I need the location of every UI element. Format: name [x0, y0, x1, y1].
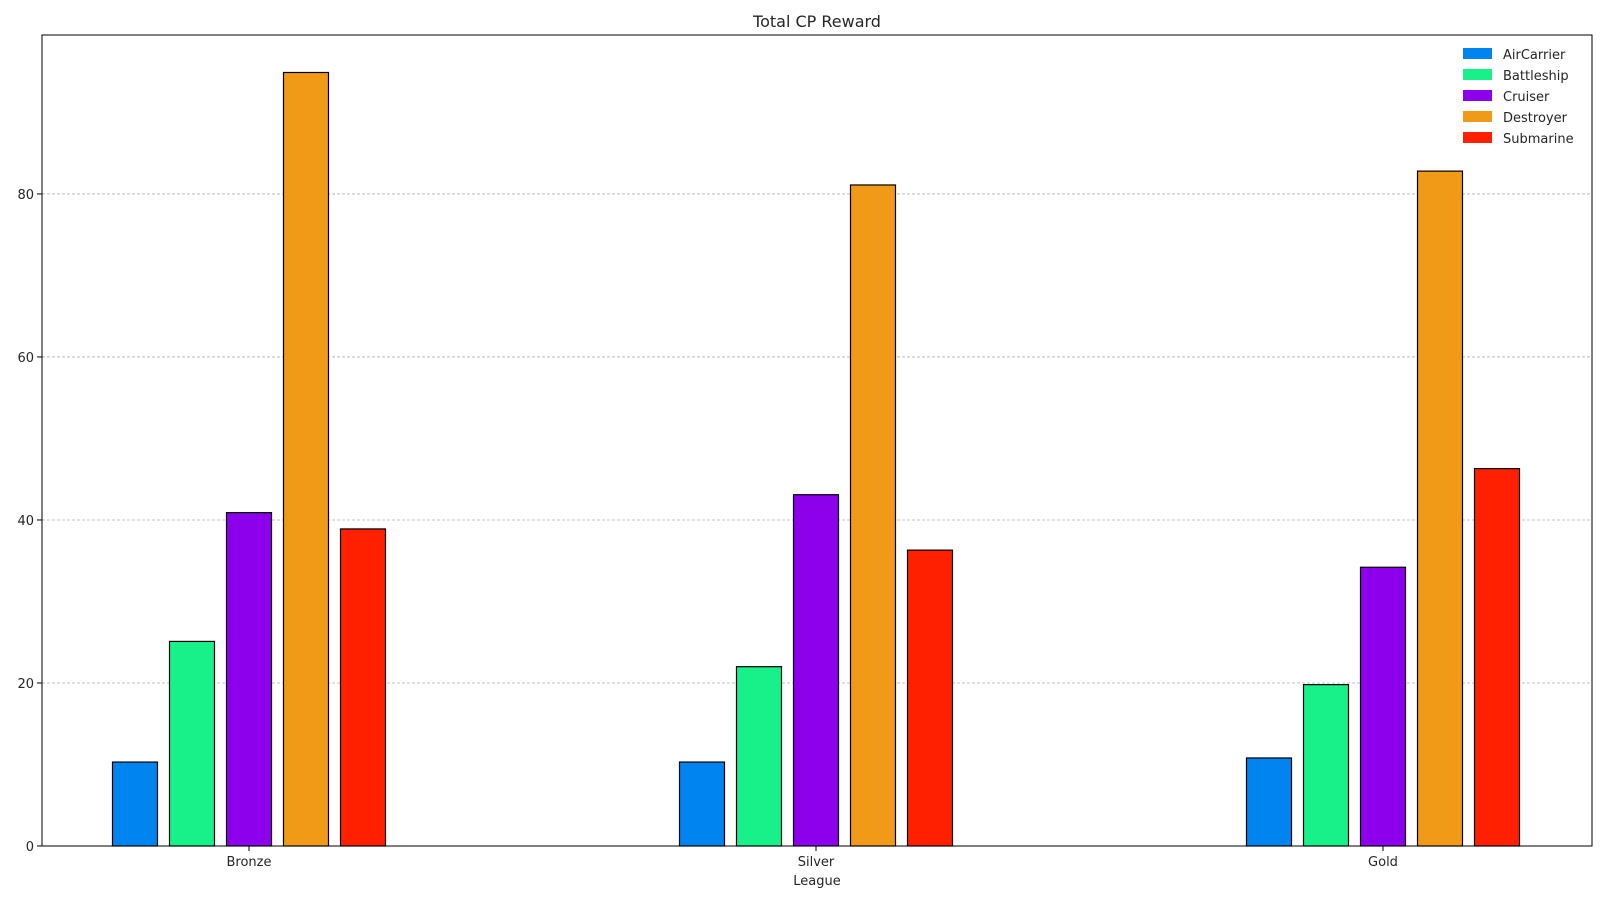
legend-label-cruiser: Cruiser	[1503, 90, 1550, 105]
bar-destroyer-gold	[1416, 170, 1464, 847]
y-tick-label: 40	[17, 514, 34, 529]
bar-submarine-gold	[1473, 468, 1521, 847]
bar-battleship-silver	[735, 666, 783, 847]
bar-battleship-bronze	[168, 640, 216, 847]
bar-cruiser-gold	[1359, 566, 1407, 847]
bar-destroyer-silver	[849, 184, 897, 847]
bar-submarine-silver	[906, 549, 954, 847]
y-tick-label: 80	[17, 188, 34, 203]
bar-aircarrier-bronze	[111, 761, 159, 847]
legend-label-submarine: Submarine	[1503, 132, 1574, 147]
legend: AirCarrier Battleship Cruiser Destroyer Subm…	[1463, 48, 1574, 147]
x-tick-label-bronze: Bronze	[227, 855, 272, 870]
bar-aircarrier-gold	[1245, 757, 1293, 847]
x-tick-label-silver: Silver	[798, 855, 835, 870]
bar-destroyer-bronze	[282, 71, 330, 847]
legend-label-aircarrier: AirCarrier	[1503, 48, 1566, 63]
bar-cruiser-silver	[792, 494, 840, 847]
legend-label-battleship: Battleship	[1503, 69, 1569, 84]
bar-submarine-bronze	[339, 528, 387, 847]
y-tick-label: 0	[26, 840, 34, 855]
legend-swatch-battleship	[1463, 69, 1492, 80]
legend-swatch-aircarrier	[1463, 48, 1492, 59]
legend-swatch-cruiser	[1463, 90, 1492, 101]
y-tick-label: 60	[17, 351, 34, 366]
bar-battleship-gold	[1302, 684, 1350, 847]
legend-swatch-destroyer	[1463, 111, 1492, 122]
plot-frame	[41, 34, 1593, 847]
chart-title: Total CP Reward	[752, 12, 881, 31]
x-tick-label-gold: Gold	[1368, 855, 1398, 870]
x-axis: Bronze Silver Gold	[227, 846, 1398, 870]
bar-cruiser-bronze	[225, 512, 273, 847]
x-axis-label: League	[793, 874, 840, 889]
legend-label-destroyer: Destroyer	[1503, 111, 1568, 126]
bars	[111, 71, 1521, 847]
y-tick-label: 20	[17, 677, 34, 692]
bar-aircarrier-silver	[678, 761, 726, 847]
legend-swatch-submarine	[1463, 132, 1492, 143]
y-axis: 0 20 40 60 80	[17, 188, 42, 855]
